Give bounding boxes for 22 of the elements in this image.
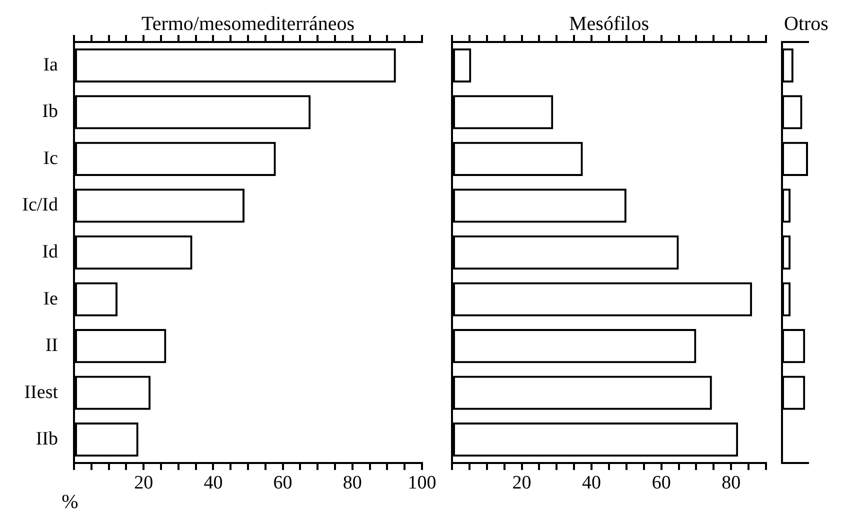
y-tick-label: II	[45, 335, 58, 356]
y-tick-label: IIest	[24, 382, 59, 403]
chart-title: Mesófilos	[569, 13, 650, 35]
x-axis-title: %	[62, 491, 78, 510]
x-tick-label: 60	[652, 472, 671, 494]
x-tick-label: 40	[582, 472, 602, 494]
chart-title: Otros	[784, 13, 829, 35]
x-tick-label: 80	[342, 472, 362, 494]
y-tick-label: Id	[42, 241, 58, 262]
x-tick-label: 100	[408, 472, 436, 494]
x-tick-label: 80	[722, 472, 741, 494]
y-tick-label: IIb	[36, 428, 58, 450]
y-tick-label: Ia	[43, 54, 59, 76]
x-tick-label: 40	[204, 472, 223, 494]
chart-title: Termo/mesomediterráneos	[142, 13, 355, 35]
y-tick-label: Ic	[43, 148, 58, 169]
x-tick-label: 20	[134, 472, 154, 494]
y-tick-label: Ib	[42, 101, 58, 122]
x-tick-label: 60	[273, 472, 292, 494]
y-tick-label: Ic/Id	[22, 194, 58, 216]
x-tick-label: 20	[512, 472, 532, 494]
y-tick-label: Ie	[43, 288, 58, 310]
